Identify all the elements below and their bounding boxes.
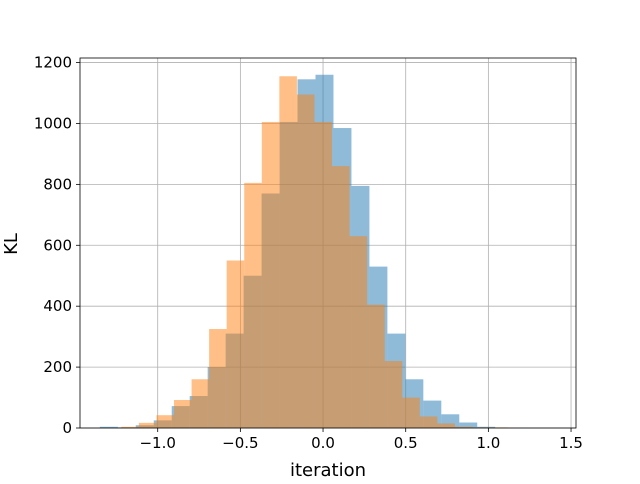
y-axis-label: KL	[1, 233, 22, 255]
y-tick-label: 1200	[34, 54, 72, 72]
bars-layer	[100, 75, 525, 428]
histogram-bar-series-2	[367, 305, 385, 428]
histogram-bar-series-2	[420, 416, 438, 428]
histogram-bar-series-2	[244, 183, 262, 428]
x-tick-label: 0.0	[311, 434, 335, 452]
x-tick-label: 1.5	[559, 434, 583, 452]
histogram-bar-series-2	[437, 423, 455, 428]
x-tick-label: 0.5	[394, 434, 418, 452]
histogram-bar-series-2	[350, 236, 368, 428]
y-tick-label: 400	[43, 297, 72, 315]
x-tick-label: −1.0	[139, 434, 175, 452]
x-tick-label: 1.0	[476, 434, 500, 452]
histogram-bar-series-2	[297, 95, 315, 428]
y-tick-label: 600	[43, 236, 72, 254]
histogram-bar-series-2	[139, 423, 157, 428]
histogram-bar-series-2	[279, 76, 297, 428]
histogram-bar-series-2	[192, 379, 210, 428]
histogram-bar-series-2	[314, 122, 332, 428]
histogram-bar-series-2	[209, 329, 227, 428]
histogram-bar-series-2	[262, 122, 280, 428]
histogram-bar-series-2	[156, 415, 174, 428]
histogram-bar-series-2	[402, 398, 420, 428]
x-tick-label: −0.5	[222, 434, 258, 452]
y-tick-label: 1000	[34, 114, 72, 132]
histogram-bar-series-2	[227, 261, 245, 428]
y-tick-label: 0	[62, 419, 72, 437]
y-tick-label: 200	[43, 358, 72, 376]
y-tick-label: 800	[43, 175, 72, 193]
x-axis-label: iteration	[290, 460, 366, 480]
histogram-bar-series-2	[332, 166, 350, 428]
histogram-bar-series-2	[385, 361, 403, 428]
histogram-bar-series-2	[174, 400, 192, 428]
